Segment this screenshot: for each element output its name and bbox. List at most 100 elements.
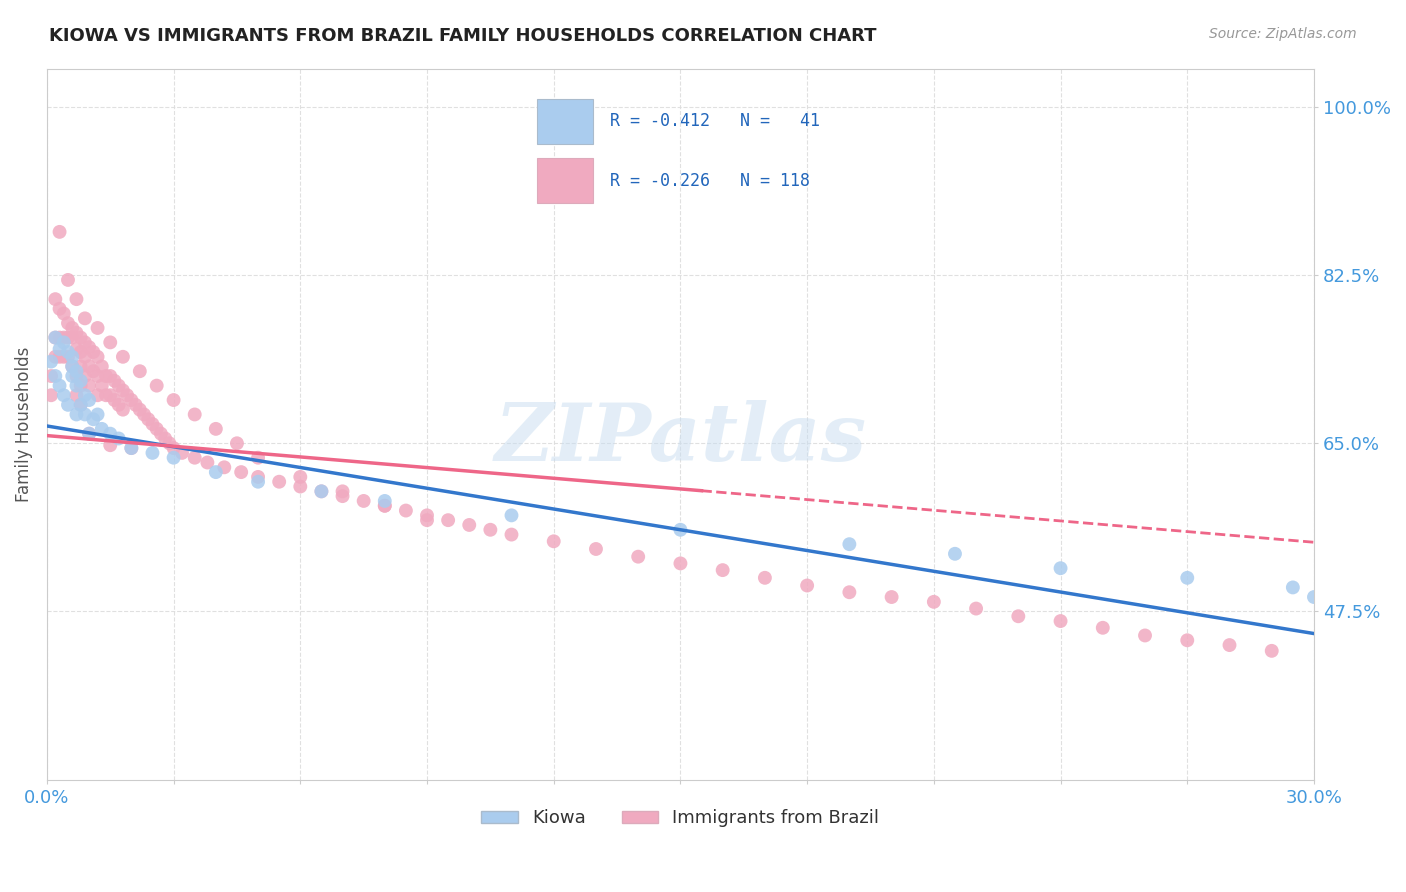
Point [86, 350, 108, 364]
Point [669, 523, 692, 537]
Point [128, 402, 150, 417]
Point [52, 350, 75, 364]
Point [141, 417, 163, 431]
Point [86, 369, 108, 384]
Point [107, 432, 129, 446]
Point [838, 585, 860, 599]
Text: Source: ZipAtlas.com: Source: ZipAtlas.com [1209, 27, 1357, 41]
Point [60, 359, 83, 374]
Point [231, 465, 253, 479]
Point [479, 523, 502, 537]
Point [247, 470, 270, 484]
Point [73, 408, 96, 422]
Point [69, 378, 91, 392]
Point [44, 330, 66, 344]
Point [311, 484, 333, 499]
Point [48, 225, 70, 239]
Point [86, 408, 108, 422]
Point [65, 369, 87, 384]
Point [120, 441, 142, 455]
Point [205, 465, 228, 479]
Point [132, 408, 155, 422]
Point [669, 557, 692, 571]
Point [56, 350, 79, 364]
Point [60, 330, 83, 344]
Point [162, 441, 184, 455]
Point [247, 475, 270, 489]
Point [39, 354, 62, 368]
Point [73, 388, 96, 402]
Point [103, 374, 125, 388]
Point [226, 436, 249, 450]
Point [98, 438, 121, 452]
Point [77, 426, 100, 441]
Point [1218, 638, 1240, 652]
Point [332, 489, 354, 503]
Point [170, 446, 193, 460]
Point [183, 450, 205, 465]
Point [82, 345, 104, 359]
Point [69, 359, 91, 374]
Point [56, 330, 79, 344]
Point [60, 350, 83, 364]
Point [796, 578, 818, 592]
Point [627, 549, 650, 564]
Point [943, 547, 966, 561]
Point [1282, 581, 1305, 595]
Point [65, 342, 87, 356]
Point [711, 563, 734, 577]
Point [69, 374, 91, 388]
Point [48, 342, 70, 356]
Point [56, 345, 79, 359]
Point [77, 378, 100, 392]
Point [69, 345, 91, 359]
Point [205, 422, 228, 436]
Point [374, 494, 396, 508]
Point [44, 330, 66, 344]
Point [269, 475, 291, 489]
Point [73, 335, 96, 350]
Point [90, 378, 112, 392]
Point [77, 392, 100, 407]
Point [39, 369, 62, 384]
Point [98, 369, 121, 384]
Text: KIOWA VS IMMIGRANTS FROM BRAZIL FAMILY HOUSEHOLDS CORRELATION CHART: KIOWA VS IMMIGRANTS FROM BRAZIL FAMILY H… [49, 27, 877, 45]
Point [157, 436, 180, 450]
Point [311, 484, 333, 499]
Point [73, 350, 96, 364]
Point [353, 494, 375, 508]
Point [1091, 621, 1114, 635]
Point [39, 388, 62, 402]
Point [65, 364, 87, 378]
Point [120, 392, 142, 407]
Point [543, 534, 565, 549]
Point [120, 441, 142, 455]
Point [838, 537, 860, 551]
Point [52, 330, 75, 344]
Point [290, 470, 312, 484]
Y-axis label: Family Households: Family Households [15, 346, 32, 502]
Point [86, 321, 108, 335]
Point [77, 340, 100, 354]
Point [77, 359, 100, 374]
Point [44, 292, 66, 306]
Point [73, 369, 96, 384]
Point [183, 408, 205, 422]
Point [501, 508, 523, 523]
Text: ZIPatlas: ZIPatlas [495, 400, 866, 477]
Point [965, 601, 987, 615]
Point [82, 412, 104, 426]
Point [111, 402, 134, 417]
Legend: Kiowa, Immigrants from Brazil: Kiowa, Immigrants from Brazil [474, 802, 887, 835]
Point [94, 388, 117, 402]
Point [754, 571, 776, 585]
Point [145, 422, 167, 436]
Point [52, 335, 75, 350]
Point [149, 426, 172, 441]
Point [56, 273, 79, 287]
Point [197, 456, 219, 470]
Point [60, 369, 83, 384]
Point [69, 398, 91, 412]
Point [247, 450, 270, 465]
Point [1049, 614, 1071, 628]
